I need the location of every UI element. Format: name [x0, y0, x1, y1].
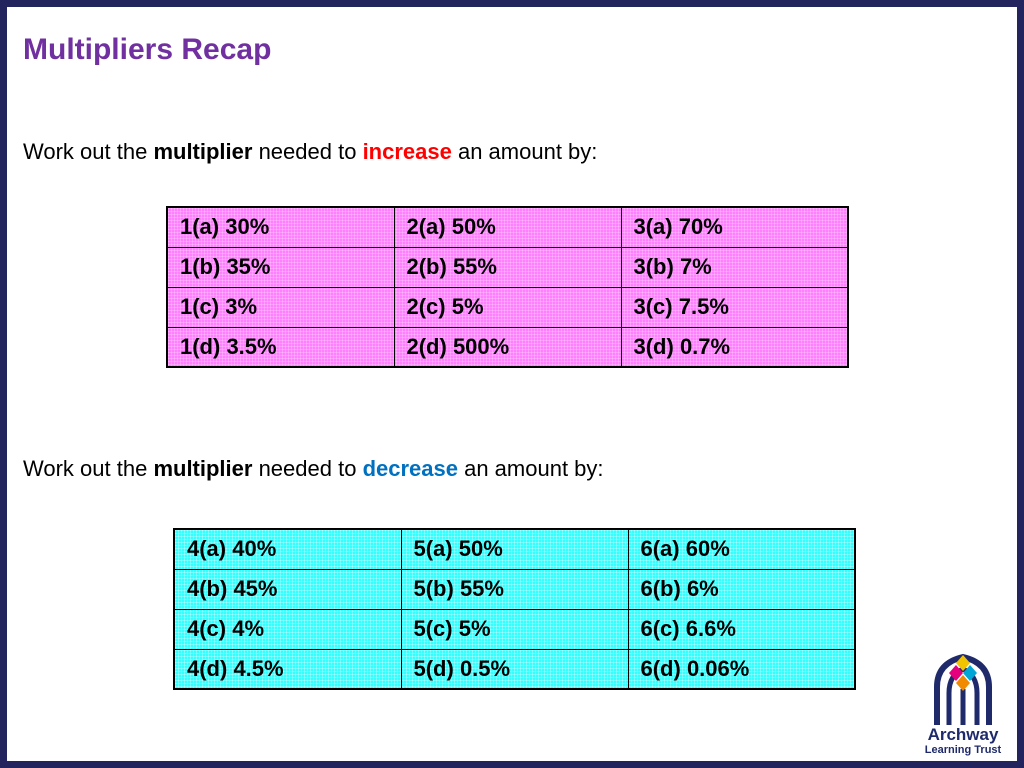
table-cell: 3(d) 0.7%	[620, 326, 849, 368]
logo-name: Archway	[927, 725, 999, 744]
prompt-text: an amount by:	[451, 139, 598, 164]
table-cell: 2(d) 500%	[393, 326, 622, 368]
table-cell: 3(b) 7%	[620, 246, 849, 288]
prompt-bold-word: multiplier	[153, 139, 253, 164]
prompt-bold-word: multiplier	[153, 456, 253, 481]
table-cell: 5(a) 50%	[400, 528, 629, 570]
table-row: 4(c) 4% 5(c) 5% 6(c) 6.6%	[173, 608, 856, 650]
prompt-text: an amount by:	[457, 456, 604, 481]
page-title: Multipliers Recap	[23, 33, 272, 66]
table-row: 1(d) 3.5% 2(d) 500% 3(d) 0.7%	[166, 326, 849, 368]
table-row: 4(a) 40% 5(a) 50% 6(a) 60%	[173, 528, 856, 570]
decrease-prompt: Work out the multiplier needed to decrea…	[23, 456, 604, 482]
table-cell: 6(b) 6%	[627, 568, 856, 610]
table-row: 4(b) 45% 5(b) 55% 6(b) 6%	[173, 568, 856, 610]
table-cell: 6(a) 60%	[627, 528, 856, 570]
table-cell: 5(c) 5%	[400, 608, 629, 650]
table-row: 4(d) 4.5% 5(d) 0.5% 6(d) 0.06%	[173, 648, 856, 690]
table-row: 1(c) 3% 2(c) 5% 3(c) 7.5%	[166, 286, 849, 328]
table-cell: 3(a) 70%	[620, 206, 849, 248]
logo-subtitle: Learning Trust	[924, 744, 1002, 756]
increase-prompt: Work out the multiplier needed to increa…	[23, 139, 597, 165]
archway-logo-icon	[934, 653, 992, 725]
table-cell: 2(a) 50%	[393, 206, 622, 248]
decrease-keyword: decrease	[362, 456, 458, 481]
increase-table: 1(a) 30% 2(a) 50% 3(a) 70% 1(b) 35% 2(b) 55%…	[166, 206, 849, 368]
table-cell: 4(a) 40%	[173, 528, 402, 570]
table-cell: 3(c) 7.5%	[620, 286, 849, 328]
prompt-text: Work out the	[23, 456, 154, 481]
table-cell: 6(c) 6.6%	[627, 608, 856, 650]
table-row: 1(a) 30% 2(a) 50% 3(a) 70%	[166, 206, 849, 248]
table-cell: 5(d) 0.5%	[400, 648, 629, 690]
prompt-text: needed to	[252, 139, 363, 164]
table-cell: 1(b) 35%	[166, 246, 395, 288]
table-cell: 4(d) 4.5%	[173, 648, 402, 690]
table-cell: 6(d) 0.06%	[627, 648, 856, 690]
increase-keyword: increase	[362, 139, 452, 164]
table-cell: 2(c) 5%	[393, 286, 622, 328]
table-cell: 4(c) 4%	[173, 608, 402, 650]
table-cell: 5(b) 55%	[400, 568, 629, 610]
table-cell: 2(b) 55%	[393, 246, 622, 288]
decrease-table: 4(a) 40% 5(a) 50% 6(a) 60% 4(b) 45% 5(b) 55%…	[173, 528, 856, 690]
table-cell: 1(c) 3%	[166, 286, 395, 328]
archway-logo: Archway Learning Trust	[915, 653, 1011, 757]
table-cell: 4(b) 45%	[173, 568, 402, 610]
table-cell: 1(d) 3.5%	[166, 326, 395, 368]
prompt-text: needed to	[252, 456, 363, 481]
table-cell: 1(a) 30%	[166, 206, 395, 248]
prompt-text: Work out the	[23, 139, 154, 164]
table-row: 1(b) 35% 2(b) 55% 3(b) 7%	[166, 246, 849, 288]
